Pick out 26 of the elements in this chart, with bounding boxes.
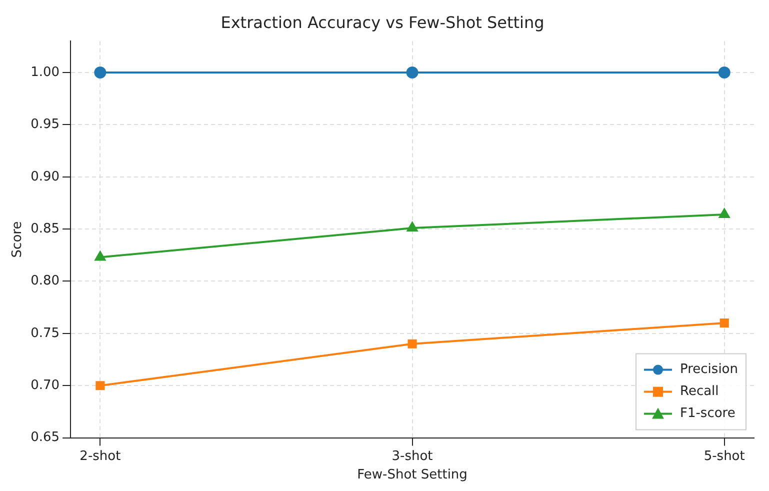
- y-axis-title: Score: [10, 221, 26, 258]
- point: [406, 66, 418, 79]
- y-tick-label: 0.90: [30, 169, 60, 184]
- legend-label: Recall: [680, 384, 719, 400]
- point: [408, 339, 417, 348]
- y-tick-label: 0.70: [30, 378, 60, 393]
- point: [718, 66, 730, 79]
- point: [406, 222, 418, 232]
- x-tick-label: 5-shot: [704, 448, 745, 464]
- y-tick-label: 0.80: [30, 274, 60, 289]
- y-tick-label: 0.95: [30, 117, 60, 132]
- point: [94, 251, 106, 261]
- x-axis-title: Few-Shot Setting: [357, 468, 468, 483]
- y-tick-label: 0.85: [30, 221, 60, 236]
- point: [720, 318, 729, 328]
- point: [719, 208, 730, 218]
- point: [96, 381, 105, 390]
- legend-label: F1-score: [680, 406, 736, 422]
- chart-title: Extraction Accuracy vs Few-Shot Setting: [220, 12, 544, 32]
- y-tick-label: 0.65: [30, 430, 60, 446]
- y-tick-label: 0.75: [30, 326, 60, 341]
- x-tick-label: 3-shot: [392, 448, 433, 464]
- legend-label: Precision: [680, 362, 738, 378]
- point: [94, 66, 106, 79]
- y-tick-label: 1.00: [30, 64, 60, 80]
- x-tick-label: 2-shot: [80, 448, 121, 464]
